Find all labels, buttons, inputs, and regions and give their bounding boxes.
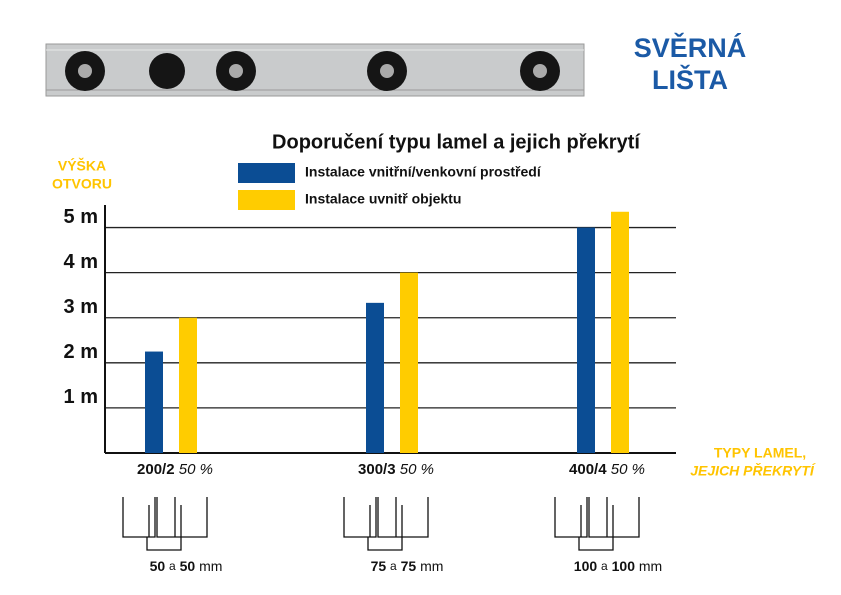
dimension-unit: mm [420,558,443,574]
bar [145,351,163,453]
x-tick-label: 200/2 50 % [137,461,213,478]
dimension-left: 75 [371,558,387,574]
dimension-unit: mm [639,558,662,574]
legend-swatch [238,163,295,183]
y-tick-label: 3 m [64,296,98,318]
lamella-sketch [343,497,429,551]
y-axis-label: VÝŠKA [58,157,106,174]
legend-label: Instalace uvnitř objektu [305,191,461,207]
dimension-joiner: a [169,559,176,573]
y-tick-label: 4 m [64,251,98,273]
overlap-label: 50 % [400,461,434,478]
dimension-left: 100 [574,558,598,574]
bar [179,317,197,453]
dimension-right: 50 [180,558,196,574]
dimension-left: 50 [150,558,166,574]
dimension-right: 75 [401,558,417,574]
category-label: 300/3 [358,461,396,478]
dimension-joiner: a [390,559,397,573]
dimension-unit: mm [199,558,222,574]
x-axis-label: JEJICH PŘEKRYTÍ [690,462,816,479]
rail-photo [45,43,585,97]
lamella-sketch [554,497,640,551]
overlap-label: 50 % [611,461,645,478]
x-tick-label: 300/3 50 % [358,461,434,478]
x-axis-label: TYPY LAMEL, [714,445,806,461]
x-tick-label: 400/4 50 % [569,461,645,478]
bar [366,302,384,453]
category-label: 200/2 [137,461,175,478]
dimension-label: 100 a 100 mm [574,558,662,574]
header-title: LIŠTA [652,64,728,95]
y-axis-label: OTVORU [52,176,112,192]
y-tick-label: 5 m [64,206,98,228]
dimension-joiner: a [601,559,608,573]
bar [611,211,629,453]
dimension-label: 50 a 50 mm [150,558,223,574]
header-title: SVĚRNÁ [634,32,747,63]
y-tick-label: 1 m [64,386,98,408]
legend-label: Instalace vnitřní/venkovní prostředí [305,164,542,180]
dimension-label: 75 a 75 mm [371,558,444,574]
chart-title: Doporučení typu lamel a jejich překrytí [272,131,641,153]
category-label: 400/4 [569,461,607,478]
overlap-label: 50 % [179,461,213,478]
bar [400,272,418,453]
bar [577,227,595,453]
legend-swatch [238,190,295,210]
dimension-right: 100 [612,558,636,574]
lamella-sketch [122,497,208,551]
y-tick-label: 2 m [64,341,98,363]
